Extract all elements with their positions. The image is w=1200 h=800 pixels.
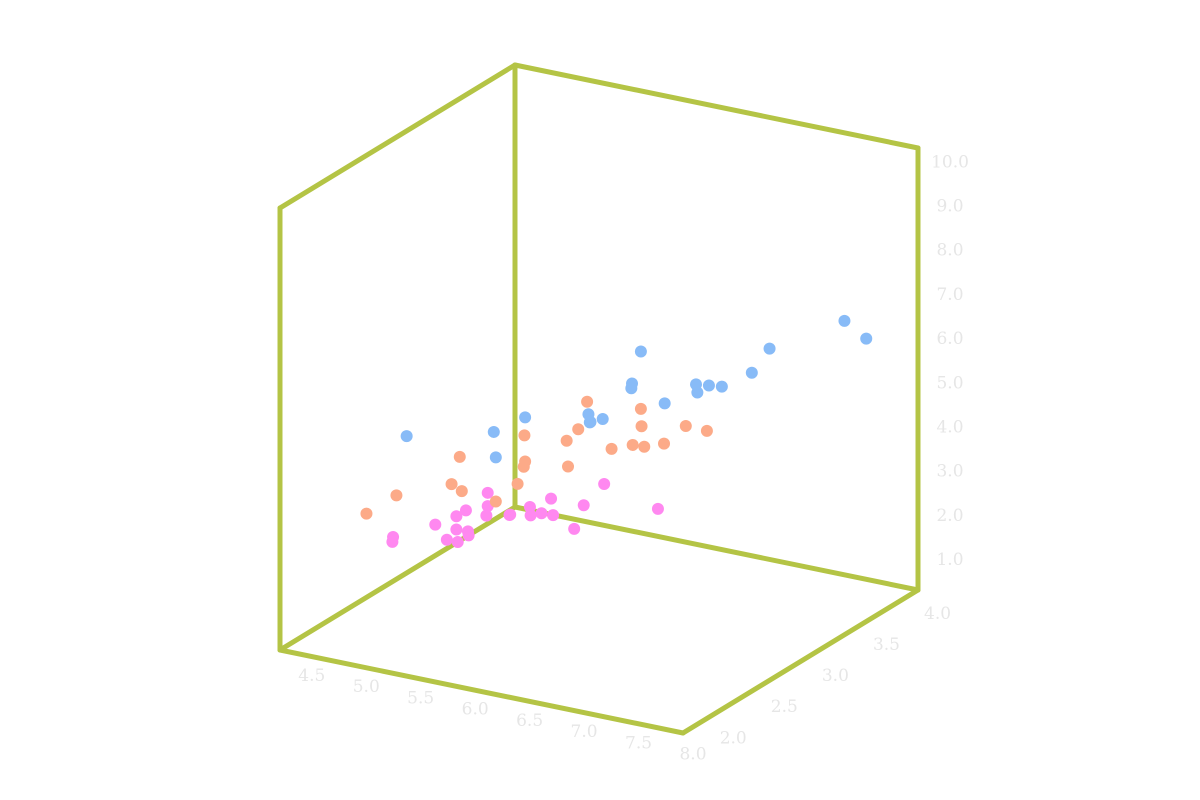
point <box>605 442 618 455</box>
point <box>386 535 399 548</box>
y-tick-label: 2.5 <box>771 697 798 717</box>
point <box>400 430 413 443</box>
point <box>445 478 458 491</box>
point <box>763 342 776 355</box>
point <box>535 507 548 520</box>
point <box>700 424 713 437</box>
y-tick-label: 2.0 <box>720 728 747 748</box>
point <box>523 500 536 513</box>
point <box>429 518 442 531</box>
point <box>481 486 494 499</box>
box-edge <box>680 587 921 736</box>
z-tick-label: 1.0 <box>936 550 963 570</box>
z-tick-label: 4.0 <box>936 418 963 438</box>
x-tick-label: 7.5 <box>625 733 652 753</box>
point <box>634 402 647 415</box>
point <box>459 504 472 517</box>
point <box>450 523 463 536</box>
box-edge <box>512 62 921 151</box>
point <box>519 455 532 468</box>
point <box>838 314 851 327</box>
point <box>547 509 560 522</box>
point <box>390 489 403 502</box>
point <box>625 382 638 395</box>
point <box>568 522 581 535</box>
z-tick-label: 7.0 <box>936 285 963 305</box>
z-tick-label: 10.0 <box>931 152 969 172</box>
point <box>658 437 671 450</box>
z-tick-label: 5.0 <box>936 373 963 393</box>
x-tick-label: 8.0 <box>679 745 706 765</box>
y-tick-label: 3.5 <box>873 635 900 655</box>
point <box>690 378 703 391</box>
point <box>360 507 373 520</box>
point <box>598 478 611 491</box>
point <box>489 451 502 464</box>
x-tick-label: 6.5 <box>516 711 543 731</box>
point <box>572 423 585 436</box>
z-tick-label: 2.0 <box>936 506 963 526</box>
point <box>635 420 648 433</box>
point <box>860 332 873 345</box>
point <box>450 510 463 523</box>
point <box>489 495 502 508</box>
x-tick-label: 5.5 <box>407 688 434 708</box>
box-edge <box>277 647 686 736</box>
point <box>596 413 609 426</box>
point <box>715 380 728 393</box>
point <box>577 499 590 512</box>
point <box>455 485 468 498</box>
point <box>702 379 715 392</box>
z-tick-label: 6.0 <box>936 329 963 349</box>
point <box>745 366 758 379</box>
point <box>582 408 595 421</box>
x-tick-label: 4.5 <box>298 666 325 686</box>
point <box>519 411 532 424</box>
point <box>440 533 453 546</box>
z-tick-label: 9.0 <box>936 197 963 217</box>
x-tick-label: 6.0 <box>462 700 489 720</box>
point <box>504 508 517 521</box>
point <box>581 395 594 408</box>
point <box>626 438 639 451</box>
z-tick-label: 3.0 <box>936 462 963 482</box>
point <box>562 460 575 473</box>
box-edge <box>277 504 518 653</box>
point <box>451 536 464 549</box>
point <box>518 429 531 442</box>
point <box>511 477 524 490</box>
point <box>545 492 558 505</box>
point <box>487 425 500 438</box>
y-tick-label: 4.0 <box>924 604 951 624</box>
point <box>638 440 651 453</box>
point <box>560 434 573 447</box>
point <box>453 450 466 463</box>
point <box>462 529 475 542</box>
point <box>651 502 664 515</box>
point <box>480 509 493 522</box>
x-tick-label: 7.0 <box>571 722 598 742</box>
box-edge <box>277 62 518 211</box>
point <box>658 397 671 410</box>
box-edge <box>512 504 921 593</box>
point <box>679 419 692 432</box>
point <box>634 345 647 358</box>
y-tick-label: 3.0 <box>822 666 849 686</box>
x-tick-label: 5.0 <box>353 677 380 697</box>
z-tick-label: 8.0 <box>936 241 963 261</box>
